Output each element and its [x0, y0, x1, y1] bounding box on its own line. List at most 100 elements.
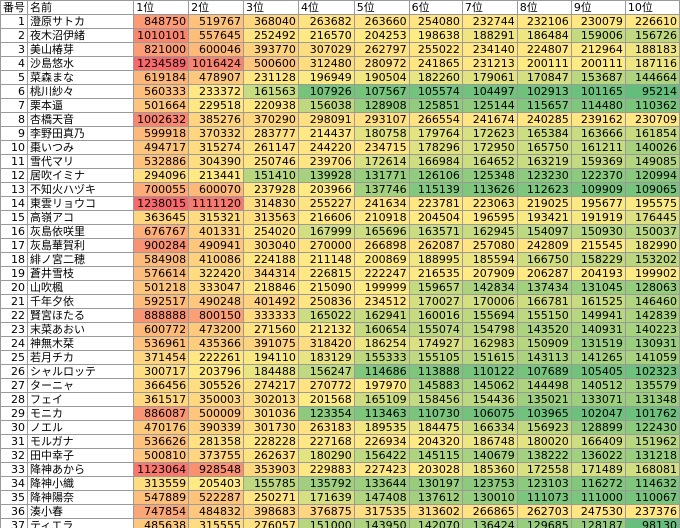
score-cell[interactable]: 128187	[570, 518, 626, 528]
score-cell[interactable]: 1238015	[133, 196, 190, 211]
score-cell[interactable]: 125851	[408, 98, 463, 113]
score-cell[interactable]: 128063	[624, 280, 680, 295]
score-cell[interactable]: 109065	[624, 182, 680, 197]
score-cell[interactable]: 150930	[570, 224, 626, 239]
row-number-cell[interactable]: 15	[0, 210, 28, 225]
score-cell[interactable]: 101762	[624, 406, 680, 421]
score-cell[interactable]: 158229	[570, 252, 626, 267]
score-cell[interactable]: 226934	[353, 434, 410, 449]
score-cell[interactable]: 155105	[408, 350, 463, 365]
score-cell[interactable]: 619184	[133, 70, 190, 85]
score-cell[interactable]: 183129	[297, 350, 355, 365]
score-cell[interactable]: 105574	[408, 84, 463, 99]
score-cell[interactable]: 184488	[243, 364, 299, 379]
name-cell[interactable]: モルガナ	[26, 434, 135, 449]
score-cell[interactable]: 233372	[188, 84, 245, 99]
score-cell[interactable]: 156923	[516, 420, 572, 435]
row-number-cell[interactable]: 6	[0, 84, 28, 99]
score-cell[interactable]: 1010101	[133, 28, 190, 43]
score-cell[interactable]: 159657	[408, 280, 463, 295]
score-cell[interactable]: 247530	[570, 504, 626, 519]
score-cell[interactable]: 368040	[243, 14, 299, 29]
score-cell[interactable]: 163571	[408, 224, 463, 239]
score-cell[interactable]: 242809	[516, 238, 572, 253]
score-cell[interactable]: 490941	[188, 238, 245, 253]
score-cell[interactable]: 207909	[461, 266, 518, 281]
score-cell[interactable]: 393770	[243, 42, 299, 57]
score-cell[interactable]: 137434	[516, 280, 572, 295]
score-cell[interactable]: 156726	[624, 28, 680, 43]
score-cell[interactable]: 322420	[188, 266, 245, 281]
name-cell[interactable]: 沙島悠水	[26, 56, 135, 71]
name-cell[interactable]: 降神陽奈	[26, 490, 135, 505]
score-cell[interactable]: 162983	[461, 336, 518, 351]
score-cell[interactable]: 262637	[243, 448, 299, 463]
score-cell[interactable]: 180020	[516, 434, 572, 449]
score-cell[interactable]: 227168	[297, 434, 355, 449]
score-cell[interactable]: 159006	[570, 28, 626, 43]
score-cell[interactable]: 271560	[243, 322, 299, 337]
score-cell[interactable]: 102047	[570, 406, 626, 421]
score-cell[interactable]: 250746	[243, 154, 299, 169]
score-cell[interactable]: 376875	[297, 504, 355, 519]
score-cell[interactable]: 398683	[243, 504, 299, 519]
score-cell[interactable]: 144664	[624, 70, 680, 85]
score-cell[interactable]: 239162	[570, 112, 626, 127]
score-cell[interactable]: 160654	[353, 322, 410, 337]
score-cell[interactable]: 600070	[188, 182, 245, 197]
score-cell[interactable]: 131519	[570, 336, 626, 351]
score-cell[interactable]: 133644	[353, 476, 410, 491]
score-cell[interactable]: 485638	[133, 518, 190, 528]
score-cell[interactable]: 186484	[516, 28, 572, 43]
score-cell[interactable]: 557645	[188, 28, 245, 43]
score-cell[interactable]: 109909	[570, 182, 626, 197]
score-cell[interactable]: 199999	[353, 280, 410, 295]
score-cell[interactable]: 303040	[243, 238, 299, 253]
score-cell[interactable]: 116272	[570, 476, 626, 491]
score-cell[interactable]: 302013	[243, 392, 299, 407]
header-rank-5[interactable]: 5位	[353, 0, 410, 15]
score-cell[interactable]: 204504	[408, 210, 463, 225]
score-cell[interactable]: 219025	[516, 196, 572, 211]
score-cell[interactable]: 150037	[624, 224, 680, 239]
score-cell[interactable]: 95214	[624, 84, 680, 99]
score-cell[interactable]: 145115	[408, 448, 463, 463]
row-number-cell[interactable]: 18	[0, 252, 28, 267]
score-cell[interactable]: 205403	[188, 476, 245, 491]
score-cell[interactable]: 1234589	[133, 56, 190, 71]
score-cell[interactable]: 174927	[408, 336, 463, 351]
score-cell[interactable]: 112623	[516, 182, 572, 197]
score-cell[interactable]: 188183	[624, 42, 680, 57]
score-cell[interactable]: 193421	[516, 210, 572, 225]
score-cell[interactable]: 145883	[408, 378, 463, 393]
score-cell[interactable]: 139928	[297, 168, 355, 183]
score-cell[interactable]: 141265	[570, 350, 626, 365]
score-cell[interactable]: 133071	[570, 392, 626, 407]
name-cell[interactable]: 千年夕依	[26, 294, 135, 309]
score-cell[interactable]: 263660	[353, 14, 410, 29]
score-cell[interactable]: 230079	[570, 14, 626, 29]
score-cell[interactable]: 301036	[243, 406, 299, 421]
score-cell[interactable]: 203796	[188, 364, 245, 379]
score-cell[interactable]: 314830	[243, 196, 299, 211]
score-cell[interactable]: 200111	[516, 56, 572, 71]
score-cell[interactable]: 263183	[297, 420, 355, 435]
row-number-cell[interactable]: 33	[0, 462, 28, 477]
score-cell[interactable]: 122430	[624, 420, 680, 435]
score-cell[interactable]: 1002632	[133, 112, 190, 127]
name-cell[interactable]: 湊小春	[26, 504, 135, 519]
score-cell[interactable]: 161211	[570, 140, 626, 155]
score-cell[interactable]: 280972	[353, 56, 410, 71]
score-cell[interactable]: 315321	[188, 210, 245, 225]
score-cell[interactable]: 318420	[297, 336, 355, 351]
score-cell[interactable]: 166334	[461, 420, 518, 435]
score-cell[interactable]: 313563	[243, 210, 299, 225]
score-cell[interactable]: 204320	[408, 434, 463, 449]
score-cell[interactable]: 385276	[188, 112, 245, 127]
score-cell[interactable]: 178296	[408, 140, 463, 155]
score-cell[interactable]: 165750	[516, 140, 572, 155]
score-cell[interactable]: 142070	[408, 518, 463, 528]
score-cell[interactable]: 222247	[353, 266, 410, 281]
score-cell[interactable]: 500600	[243, 56, 299, 71]
score-cell[interactable]: 154798	[461, 322, 518, 337]
